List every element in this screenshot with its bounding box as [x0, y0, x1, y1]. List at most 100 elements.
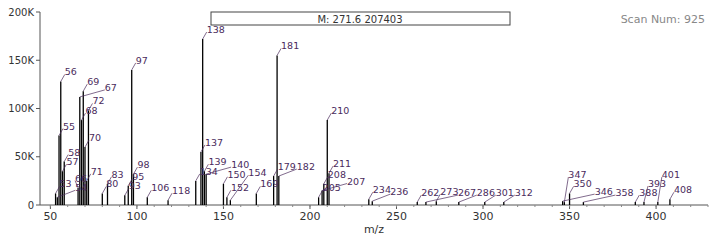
peak: [102, 193, 103, 205]
minor-tick: [552, 205, 553, 207]
peak-label: 182: [297, 161, 315, 172]
peak: [58, 136, 59, 205]
peak: [372, 201, 373, 205]
y-tick-label: 0: [28, 200, 34, 211]
label-leader: [279, 169, 297, 176]
peak: [425, 202, 426, 205]
peak-label: 408: [674, 184, 692, 195]
peak: [484, 202, 485, 205]
minor-tick: [638, 205, 639, 207]
peak-labels: 1381819756696772682105570137585713921198…: [56, 24, 692, 202]
x-tick-label: 150: [213, 210, 234, 223]
peak-label: 210: [331, 105, 349, 116]
peak: [55, 193, 56, 205]
minor-tick: [275, 205, 276, 207]
label-leader: [57, 190, 75, 197]
minor-tick: [569, 205, 570, 207]
minor-tick: [448, 205, 449, 207]
x-tick: [483, 205, 484, 209]
peak: [202, 39, 203, 205]
y-tick-label: 150K: [8, 55, 34, 66]
peak-label: 262: [421, 187, 439, 198]
minor-tick: [586, 205, 587, 207]
peaks: [56, 39, 670, 205]
x-tick: [309, 205, 310, 209]
peak-label: 55: [63, 121, 75, 132]
peak: [256, 193, 257, 205]
peak-label: 69: [87, 76, 99, 87]
minor-tick: [465, 205, 466, 207]
label-leader: [372, 194, 390, 201]
peak-label: 401: [662, 169, 680, 180]
label-leader: [459, 195, 477, 202]
peak: [643, 202, 644, 205]
peak-label: 152: [231, 182, 249, 193]
minor-tick: [171, 205, 172, 207]
minor-tick: [240, 205, 241, 207]
minor-tick: [206, 205, 207, 207]
label-leader: [426, 195, 458, 202]
minor-tick: [534, 205, 535, 207]
peak-label: 154: [248, 167, 266, 178]
peak: [223, 184, 224, 205]
chart: 050K100K150K200K50100150200250300350400m…: [0, 0, 714, 238]
minor-tick: [483, 205, 484, 207]
x-tick-label: 300: [473, 210, 494, 223]
minor-tick: [656, 205, 657, 207]
annotation-box: [211, 12, 510, 25]
minor-tick: [604, 205, 605, 207]
y-tick: [36, 156, 40, 157]
peak-label: 70: [89, 132, 101, 143]
label-leader: [230, 175, 248, 200]
peak: [195, 181, 196, 205]
peak-label: 118: [172, 185, 190, 196]
peak: [669, 199, 670, 205]
peak: [318, 197, 319, 205]
label-leader: [563, 194, 595, 201]
peak-label: 106: [151, 182, 169, 193]
peak-label: 234: [373, 184, 391, 195]
peak-label: 93: [129, 180, 141, 191]
peak-label: 97: [136, 55, 148, 66]
peak-label: 312: [515, 187, 533, 198]
peak: [88, 110, 89, 205]
minor-tick: [67, 205, 68, 207]
x-tick: [656, 205, 657, 209]
peak: [436, 201, 437, 205]
x-tick: [569, 205, 570, 209]
minor-tick: [119, 205, 120, 207]
peak-label: 301: [496, 187, 514, 198]
minor-tick: [102, 205, 103, 207]
peak-label: 181: [281, 40, 299, 51]
peak: [124, 195, 125, 205]
label-leader: [658, 177, 662, 202]
peak-label: 134: [200, 166, 218, 177]
peak-label: 54: [75, 182, 87, 193]
peak: [57, 197, 58, 205]
minor-tick: [50, 205, 51, 207]
peak-label: 80: [106, 178, 118, 189]
annotation: M: 271.6 207403: [317, 14, 402, 25]
peak: [147, 197, 148, 205]
minor-tick: [84, 205, 85, 207]
y-tick: [36, 108, 40, 109]
peak-label: 137: [205, 137, 223, 148]
minor-tick: [413, 205, 414, 207]
peak-label: 71: [91, 166, 103, 177]
x-tick-label: 250: [386, 210, 407, 223]
y-tick-label: 200K: [8, 7, 34, 18]
x-axis: [40, 205, 708, 206]
y-tick-label: 50K: [15, 151, 35, 162]
x-tick-label: 350: [559, 210, 580, 223]
peak-label: 208: [328, 169, 346, 180]
x-tick-label: 50: [43, 210, 57, 223]
peak: [583, 202, 584, 205]
minor-tick: [309, 205, 310, 207]
minor-tick: [361, 205, 362, 207]
minor-tick: [292, 205, 293, 207]
label-leader: [564, 177, 568, 202]
peak: [226, 197, 227, 205]
x-tick: [136, 205, 137, 209]
minor-tick: [136, 205, 137, 207]
y-tick: [36, 12, 40, 13]
